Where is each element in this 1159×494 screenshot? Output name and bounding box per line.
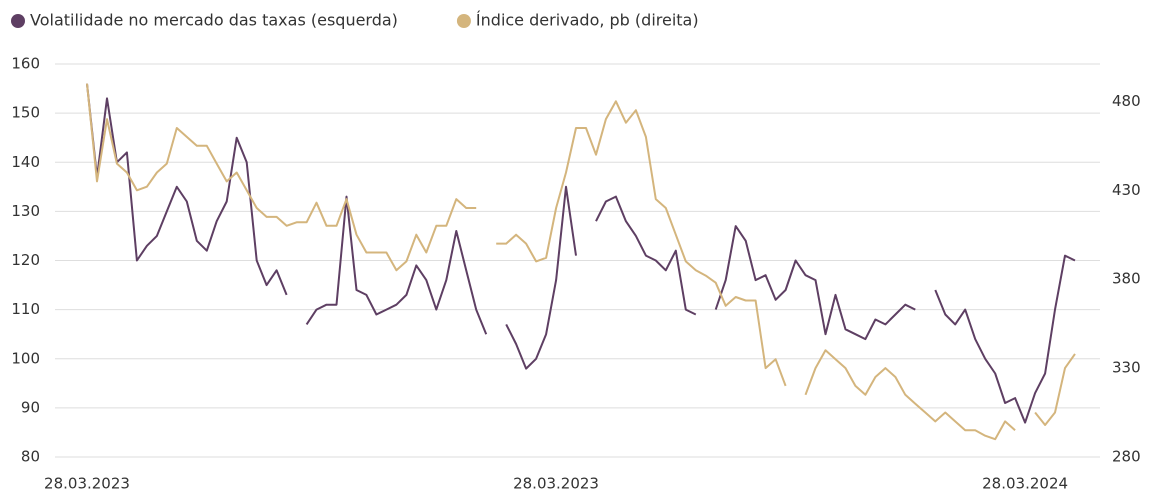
- y-tick-label: 140: [11, 153, 40, 171]
- series-line: [86, 83, 1076, 424]
- legend-marker: [11, 14, 25, 28]
- legend-label: Índice derivado, pb (direita): [476, 11, 699, 30]
- y2-tick-label: 280: [1112, 448, 1141, 466]
- y-tick-label: 120: [11, 251, 40, 269]
- x-tick-label: 28.03.2023: [513, 475, 599, 493]
- y2-tick-label: 430: [1112, 181, 1141, 199]
- series-line: [86, 83, 1076, 441]
- y2-tick-label: 480: [1112, 92, 1141, 110]
- y-tick-label: 80: [21, 448, 40, 466]
- y-tick-label: 90: [21, 398, 40, 416]
- x-tick-label: 28.03.2023: [44, 475, 130, 493]
- y-tick-label: 100: [11, 349, 40, 367]
- y-tick-label: 110: [11, 300, 40, 318]
- y-tick-label: 150: [11, 104, 40, 122]
- legend-marker: [456, 14, 471, 28]
- legend-label: Volatilidade no mercado das taxas (esque…: [30, 11, 398, 30]
- y2-tick-label: 380: [1112, 270, 1141, 288]
- y-tick-label: 130: [11, 202, 40, 220]
- y-tick-label: 160: [11, 55, 40, 73]
- x-tick-label: 28.03.2024: [982, 475, 1068, 493]
- y2-tick-label: 330: [1112, 359, 1141, 377]
